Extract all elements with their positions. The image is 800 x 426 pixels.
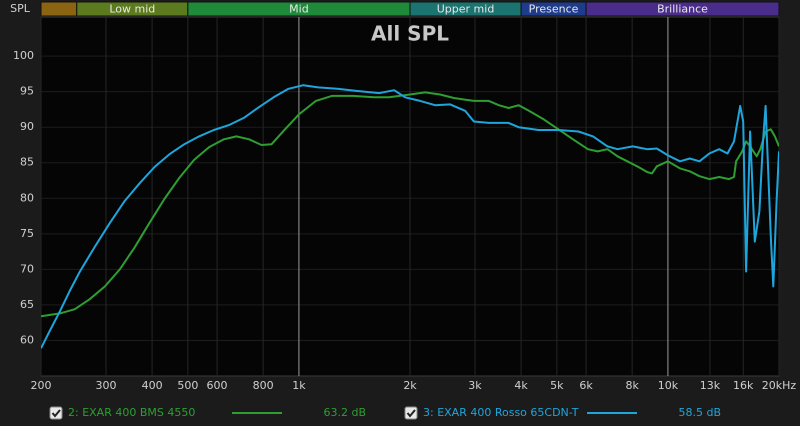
y-tick-label: 75	[20, 227, 34, 240]
y-tick-label: 60	[20, 333, 34, 346]
band	[585, 1, 780, 17]
band-label: Presence	[529, 3, 579, 16]
y-tick-label: 85	[20, 156, 34, 169]
x-tick-label: 3k	[468, 379, 482, 392]
y-tick-label: 80	[20, 191, 34, 204]
x-tick-label: 200	[31, 379, 52, 392]
x-tick-label: 4k	[514, 379, 528, 392]
x-tick-label: 400	[142, 379, 163, 392]
x-tick-label: 20kHz	[762, 379, 797, 392]
legend-label: 3: EXAR 400 Rosso 65CDN-T	[423, 406, 579, 419]
checkmark	[406, 409, 416, 418]
legend-label: 2: EXAR 400 BMS 4550	[68, 406, 195, 419]
x-tick-label: 10k	[658, 379, 679, 392]
x-tick-label: 13k	[700, 379, 721, 392]
band-label: Brilliance	[657, 3, 708, 16]
y-tick-label: 65	[20, 298, 34, 311]
legend-level: 58.5 dB	[678, 406, 721, 419]
checkmark	[51, 409, 61, 418]
x-tick-label: 500	[177, 379, 198, 392]
legend-level: 63.2 dB	[323, 406, 366, 419]
series-line	[41, 84, 779, 349]
band-label: Upper mid	[437, 3, 495, 16]
chart-title: All SPL	[371, 22, 449, 46]
x-tick-label: 2k	[403, 379, 417, 392]
y-tick-label: 100	[13, 49, 34, 62]
y-tick-label: 90	[20, 120, 34, 133]
checkbox[interactable]	[404, 406, 418, 420]
x-tick-label: 16k	[733, 379, 754, 392]
band	[40, 1, 78, 17]
y-tick-label: 70	[20, 262, 34, 275]
series-line	[41, 91, 779, 318]
x-tick-label: 300	[95, 379, 116, 392]
x-tick-label: 8k	[625, 379, 639, 392]
y-tick-label: 95	[20, 85, 34, 98]
band-label: Low mid	[109, 3, 155, 16]
x-tick-label: 1k	[292, 379, 306, 392]
checkbox[interactable]	[49, 406, 63, 420]
x-tick-label: 5k	[550, 379, 564, 392]
y-axis-label: SPL	[10, 2, 31, 15]
x-tick-label: 6k	[579, 379, 593, 392]
band-label: Mid	[289, 3, 309, 16]
x-tick-label: 800	[253, 379, 274, 392]
x-tick-label: 600	[207, 379, 228, 392]
